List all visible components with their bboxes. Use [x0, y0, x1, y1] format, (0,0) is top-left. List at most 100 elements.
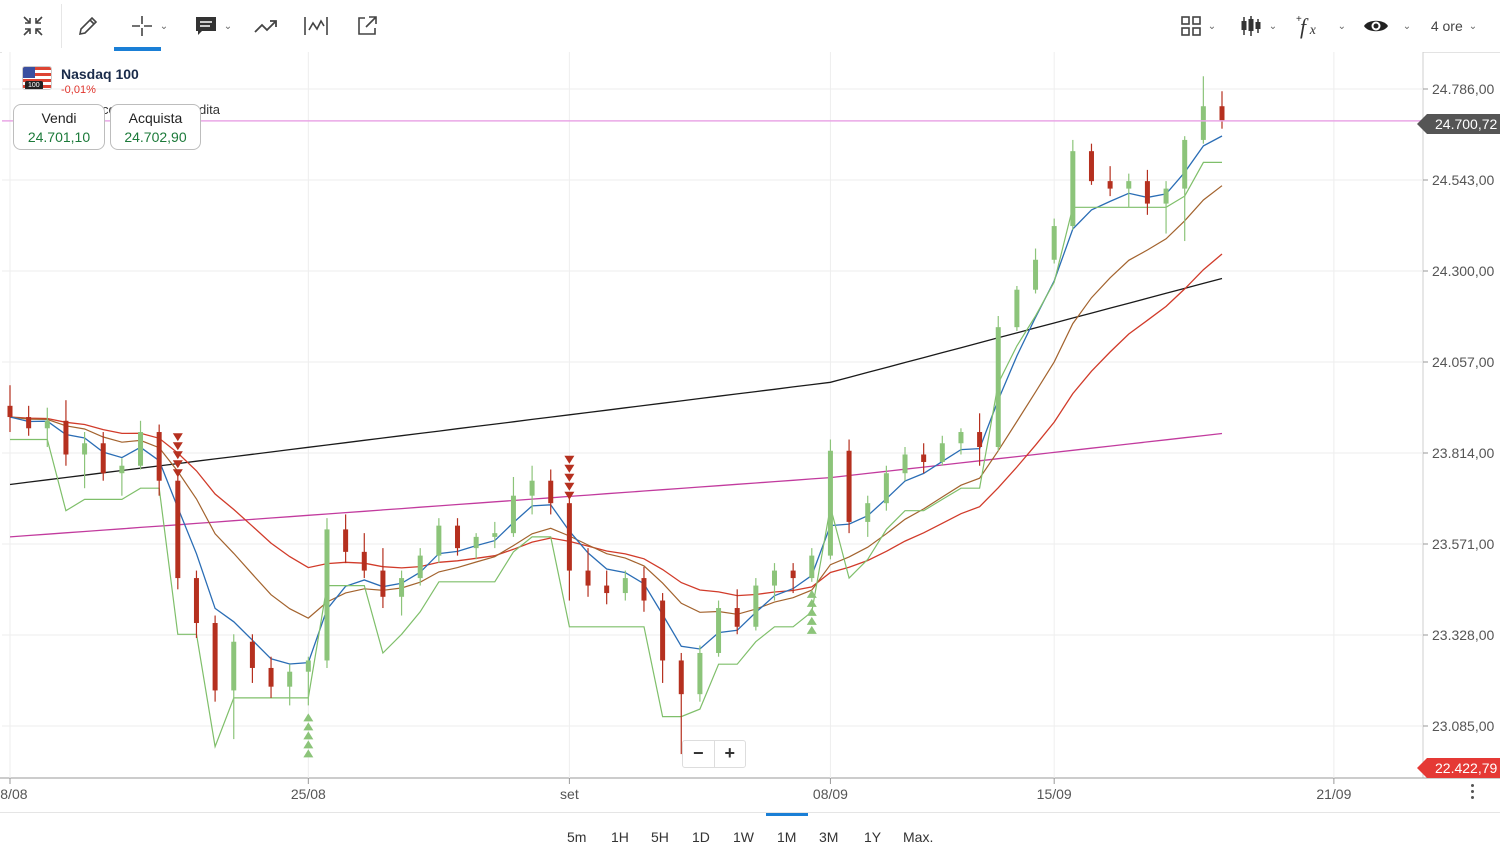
period-1w[interactable]: 1W	[733, 829, 754, 845]
zoom-control: − +	[682, 740, 746, 768]
collapse-icon[interactable]	[20, 10, 46, 42]
buy-price: 24.702,90	[124, 129, 187, 145]
chevron-down-icon[interactable]: ⌄	[159, 20, 169, 32]
layout-grid-button[interactable]: ⌄	[1178, 10, 1218, 42]
sell-label: Vendi	[41, 110, 77, 126]
toolbar-separator	[61, 4, 62, 48]
y-tick-label: 23.814,00	[1432, 445, 1494, 461]
ema-long-line	[9, 253, 1223, 597]
candle-body	[473, 536, 479, 549]
candle-body	[63, 420, 69, 455]
sell-signal-arrow	[172, 433, 183, 442]
period-1h[interactable]: 1H	[611, 829, 629, 845]
y-tick-label: 24.300,00	[1432, 263, 1494, 279]
chevron-down-icon[interactable]: ⌄	[1337, 20, 1346, 32]
candle-body	[324, 529, 330, 661]
instrument-name[interactable]: Nasdaq 100	[61, 66, 139, 82]
period-3m[interactable]: 3M	[819, 829, 839, 845]
more-options-icon[interactable]	[1468, 784, 1476, 802]
candle-body	[380, 570, 386, 597]
candle-body	[585, 570, 591, 586]
y-tick-label: 24.543,00	[1432, 172, 1494, 188]
candle-body	[1219, 106, 1225, 122]
chevron-down-icon[interactable]: ⌄	[1207, 20, 1217, 32]
zoom-out-button[interactable]: −	[683, 741, 715, 767]
candle-body	[548, 480, 554, 504]
candle-body	[156, 432, 162, 481]
candle-body	[436, 525, 442, 556]
period-1d[interactable]: 1D	[692, 829, 710, 845]
candle-body	[1200, 106, 1206, 140]
x-tick-label: 15/09	[1037, 786, 1072, 802]
eye-icon	[1363, 20, 1388, 32]
timeframe-label: 4 ore	[1430, 18, 1463, 34]
buy-signal-arrow	[806, 589, 817, 598]
crosshair-icon	[131, 16, 152, 36]
period-5h[interactable]: 5H	[651, 829, 669, 845]
candle-body	[660, 600, 666, 661]
candle-body	[231, 641, 237, 691]
zoom-in-button[interactable]: +	[724, 743, 735, 763]
chevron-down-icon[interactable]: ⌄	[1468, 20, 1478, 32]
candle-body	[771, 570, 777, 586]
instrument-header: 100 Nasdaq 100 -0,01%	[22, 66, 139, 96]
period-max[interactable]: Max.	[903, 829, 934, 845]
candle-body	[827, 450, 833, 556]
external-link-icon[interactable]	[353, 10, 381, 42]
current-price-tag: 24.700,72	[1416, 114, 1500, 134]
period-selector: 5m 1H 5H 1D 1W 1M 3M 1Y Max.	[0, 812, 1500, 866]
candle-body	[361, 551, 367, 571]
y-tick-label: 24.057,00	[1432, 354, 1494, 370]
y-tick-label: 23.571,00	[1432, 536, 1494, 552]
candle-body	[753, 585, 759, 627]
chart-type-button[interactable]: ⌄	[1236, 10, 1280, 42]
chevron-down-icon[interactable]: ⌄	[1268, 20, 1278, 32]
candle-body	[790, 570, 796, 579]
function-icon: f x +	[1296, 14, 1317, 39]
candle-body	[44, 420, 50, 429]
candle-body	[1088, 151, 1094, 182]
period-1m[interactable]: 1M	[777, 829, 797, 845]
trend-icon[interactable]	[252, 10, 280, 42]
candle-body	[529, 480, 535, 496]
pencil-icon[interactable]	[75, 10, 101, 42]
comment-icon	[195, 17, 216, 35]
price-chart[interactable]: 24.786,00 24.543,00 24.300,00 24.057,00 23.8…	[0, 0, 1500, 812]
candle-body	[1051, 226, 1057, 260]
buy-button[interactable]: Acquista 24.702,90	[110, 104, 201, 150]
x-tick-label: 08/09	[813, 786, 848, 802]
visibility-button[interactable]: ⌄	[1362, 10, 1412, 42]
candle-body	[604, 585, 610, 594]
candle-body	[1070, 151, 1076, 227]
chevron-down-icon[interactable]: ⌄	[223, 20, 233, 32]
candle-body	[939, 443, 945, 462]
y-tick-label: 23.328,00	[1432, 627, 1494, 643]
candle-body	[865, 503, 871, 522]
buy-signal-arrow	[303, 740, 314, 749]
crosshair-tool[interactable]: ⌄	[124, 10, 174, 42]
comment-tool[interactable]: ⌄	[188, 10, 238, 42]
timeframe-select[interactable]: 4 ore ⌄	[1428, 10, 1480, 42]
period-5m[interactable]: 5m	[567, 829, 587, 845]
candle-body	[26, 417, 32, 429]
buy-signal-arrow	[806, 625, 817, 634]
y-tick-label: 24.786,00	[1432, 81, 1494, 97]
indicator-icon[interactable]	[302, 10, 330, 42]
candle-body	[921, 454, 927, 462]
sell-signal-arrow	[564, 455, 575, 464]
svg-text:f: f	[1300, 15, 1309, 39]
trailing-stop-line	[10, 161, 1222, 749]
candle-body	[343, 529, 349, 552]
svg-text:x: x	[1309, 22, 1317, 37]
sell-signal-arrow	[564, 473, 575, 482]
buy-signal-arrow	[303, 749, 314, 758]
indicators-button[interactable]: f x + ⌄	[1296, 10, 1346, 42]
sell-signal-arrow	[564, 482, 575, 491]
sell-button[interactable]: Vendi 24.701,10	[13, 104, 105, 150]
candle-body	[958, 432, 964, 444]
buy-label: Acquista	[128, 110, 183, 126]
candle-body	[287, 671, 293, 687]
chevron-down-icon[interactable]: ⌄	[1402, 20, 1412, 32]
candle-body	[1163, 188, 1169, 204]
period-1y[interactable]: 1Y	[864, 829, 882, 845]
